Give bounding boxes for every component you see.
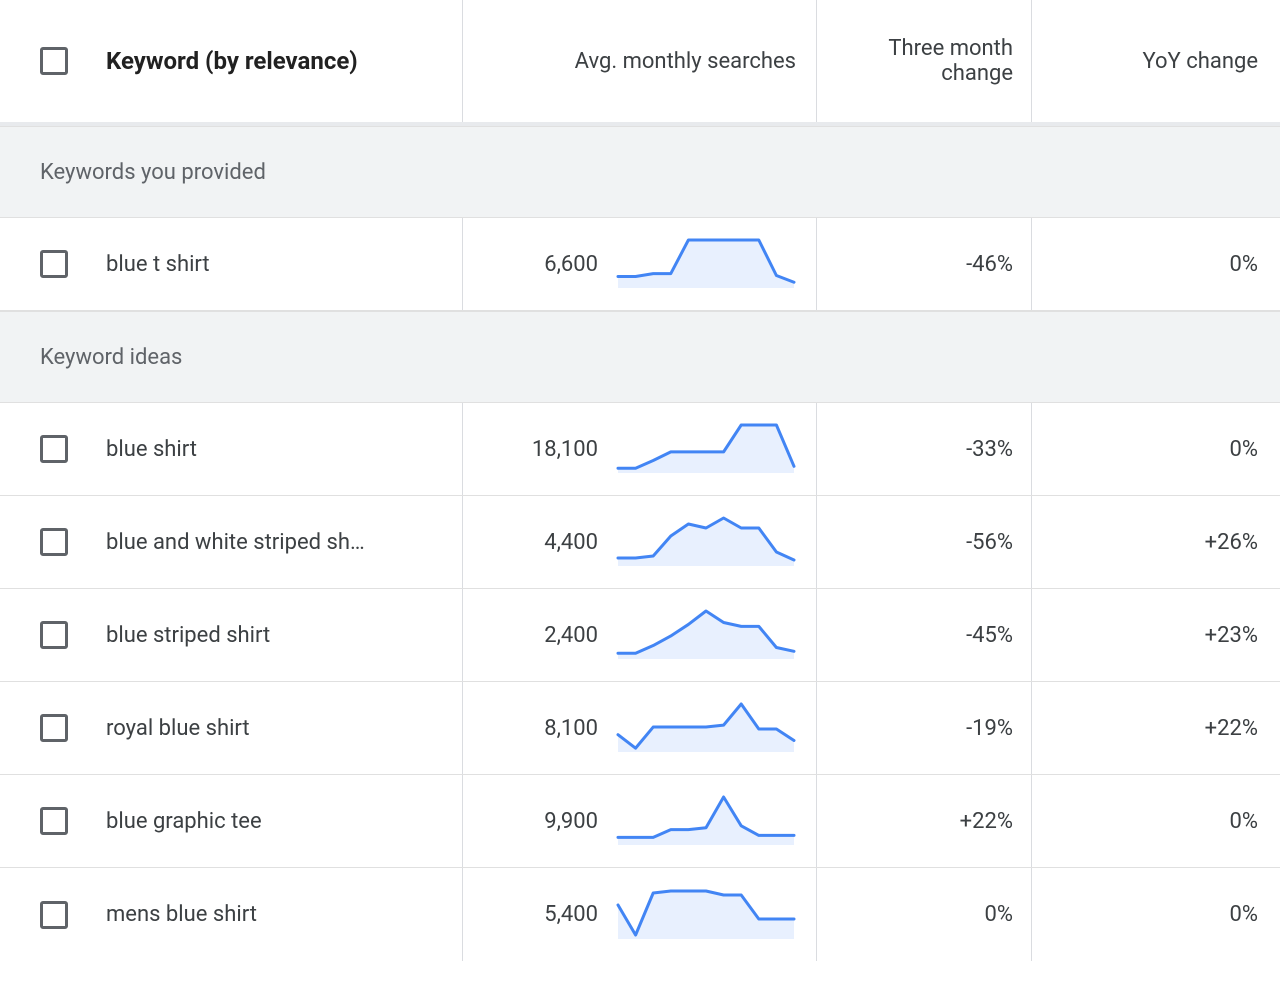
keyword-text[interactable]: blue graphic tee [106, 809, 262, 834]
avg-searches-value: 9,900 [508, 809, 598, 834]
table-row: blue striped shirt 2,400 -45% +23% [0, 589, 1280, 682]
three-month-change: -56% [966, 530, 1013, 555]
row-checkbox[interactable] [40, 807, 68, 835]
row-checkbox[interactable] [40, 250, 68, 278]
row-checkbox[interactable] [40, 714, 68, 742]
table-header: Keyword (by relevance) Avg. monthly sear… [0, 0, 1280, 126]
three-month-change: -45% [966, 623, 1013, 648]
select-all-checkbox[interactable] [40, 47, 68, 75]
keyword-text[interactable]: blue and white striped sh… [106, 530, 365, 555]
table-row: blue and white striped sh… 4,400 -56% +2… [0, 496, 1280, 589]
section-header: Keywords you provided [0, 126, 1280, 218]
yoy-change: +26% [1205, 530, 1258, 555]
sparkline-chart [616, 889, 796, 941]
avg-searches-value: 4,400 [508, 530, 598, 555]
row-checkbox[interactable] [40, 621, 68, 649]
avg-searches-value: 6,600 [508, 252, 598, 277]
table-row: blue graphic tee 9,900 +22% 0% [0, 775, 1280, 868]
keyword-text[interactable]: blue striped shirt [106, 623, 270, 648]
keyword-table: Keyword (by relevance) Avg. monthly sear… [0, 0, 1280, 961]
yoy-change: 0% [1230, 902, 1258, 927]
sparkline-chart [616, 423, 796, 475]
yoy-change: 0% [1230, 252, 1258, 277]
sparkline-chart [616, 238, 796, 290]
sparkline-chart [616, 516, 796, 568]
yoy-change: 0% [1230, 437, 1258, 462]
three-month-change: -33% [966, 437, 1013, 462]
header-three-month[interactable]: Three month change [817, 36, 1013, 86]
row-checkbox[interactable] [40, 435, 68, 463]
sparkline-chart [616, 609, 796, 661]
avg-searches-value: 18,100 [508, 437, 598, 462]
avg-searches-value: 8,100 [508, 716, 598, 741]
yoy-change: +22% [1205, 716, 1258, 741]
table-row: mens blue shirt 5,400 0% 0% [0, 868, 1280, 961]
three-month-change: 0% [985, 902, 1013, 927]
header-keyword[interactable]: Keyword (by relevance) [106, 47, 358, 75]
avg-searches-value: 2,400 [508, 623, 598, 648]
sparkline-chart [616, 702, 796, 754]
row-checkbox[interactable] [40, 528, 68, 556]
table-row: blue shirt 18,100 -33% 0% [0, 403, 1280, 496]
three-month-change: -46% [966, 252, 1013, 277]
three-month-change: +22% [960, 809, 1013, 834]
sparkline-chart [616, 795, 796, 847]
keyword-text[interactable]: mens blue shirt [106, 902, 257, 927]
yoy-change: +23% [1205, 623, 1258, 648]
avg-searches-value: 5,400 [508, 902, 598, 927]
row-checkbox[interactable] [40, 901, 68, 929]
keyword-text[interactable]: blue t shirt [106, 252, 210, 277]
keyword-text[interactable]: blue shirt [106, 437, 197, 462]
three-month-change: -19% [966, 716, 1013, 741]
table-row: blue t shirt 6,600 -46% 0% [0, 218, 1280, 311]
keyword-text[interactable]: royal blue shirt [106, 716, 250, 741]
section-header: Keyword ideas [0, 311, 1280, 403]
header-yoy[interactable]: YoY change [1143, 49, 1259, 74]
header-searches[interactable]: Avg. monthly searches [575, 49, 796, 74]
yoy-change: 0% [1230, 809, 1258, 834]
table-row: royal blue shirt 8,100 -19% +22% [0, 682, 1280, 775]
